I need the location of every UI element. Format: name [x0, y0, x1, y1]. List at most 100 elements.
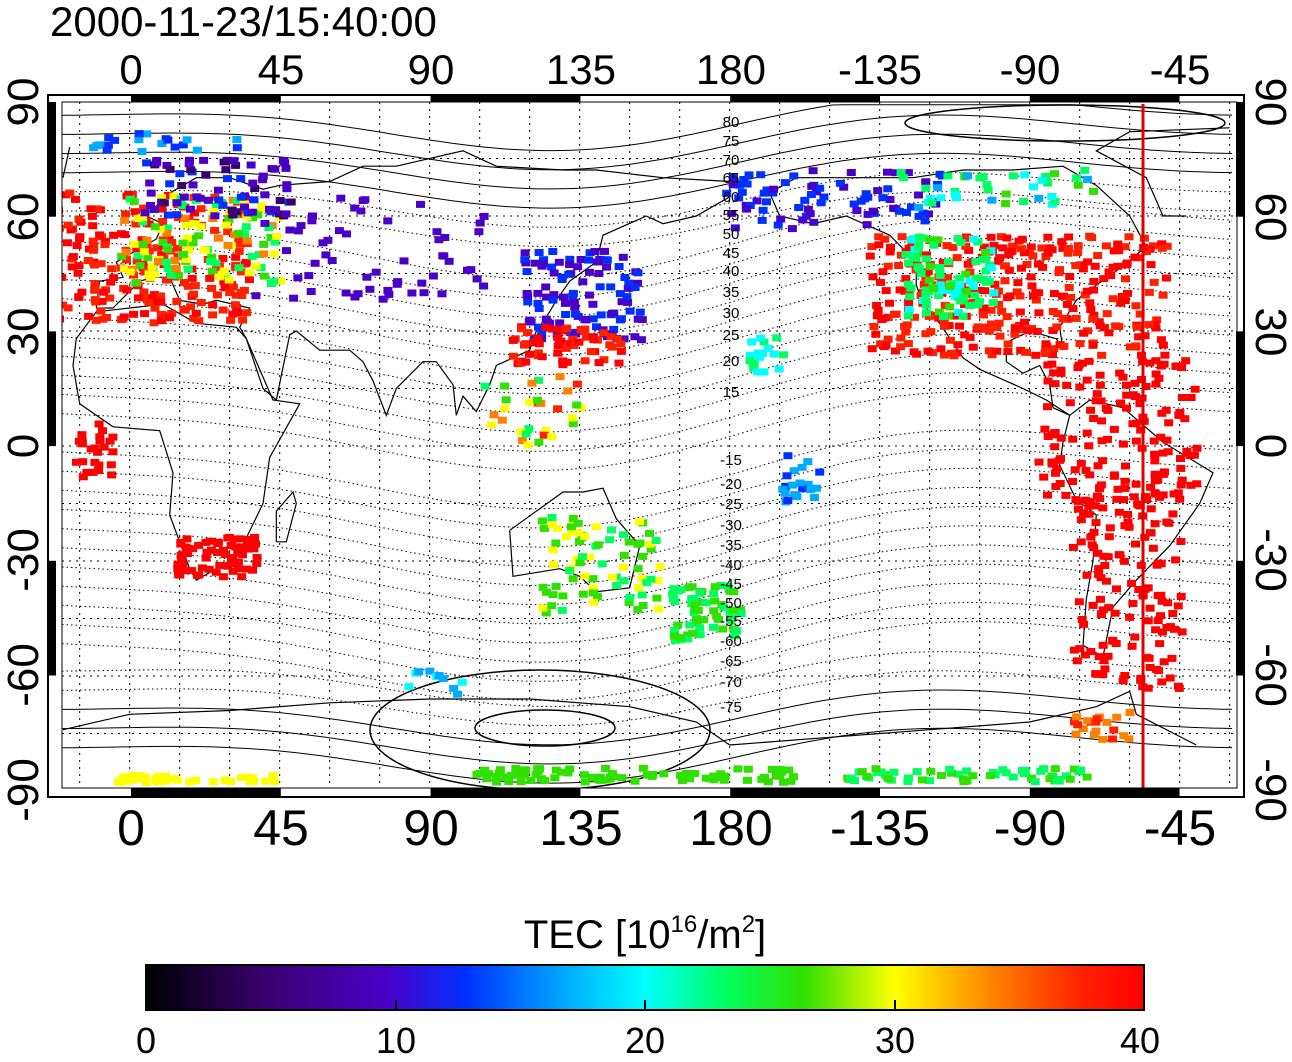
tec-cell: [1049, 369, 1059, 377]
tec-cell: [1131, 540, 1140, 548]
tec-cell: [1128, 600, 1138, 607]
tec-cell: [743, 776, 752, 784]
tec-cell: [963, 172, 973, 180]
tec-cell: [173, 252, 183, 260]
tec-cell: [170, 257, 180, 265]
tec-cell: [508, 352, 518, 360]
tec-cell: [749, 364, 759, 372]
tec-cell: [1053, 310, 1062, 318]
tec-cell: [220, 284, 230, 292]
tec-cell: [507, 772, 517, 779]
tec-cell: [533, 289, 543, 297]
tec-cell: [266, 234, 276, 241]
tec-cell: [935, 170, 945, 178]
tec-cell: [341, 289, 351, 297]
tec-cell: [190, 209, 199, 217]
tec-cell: [135, 262, 145, 270]
tec-cell: [1114, 323, 1124, 330]
tec-cell: [1158, 341, 1168, 349]
tec-cell: [1083, 258, 1093, 266]
tec-cell: [541, 609, 551, 617]
tec-cell: [846, 169, 856, 176]
tec-cell: [806, 191, 816, 198]
contour-label: 65: [723, 170, 740, 187]
tec-cell: [74, 215, 84, 223]
tec-cell: [921, 330, 931, 338]
tec-cell: [142, 130, 152, 138]
tec-cell: [211, 259, 221, 267]
tec-cell: [244, 276, 254, 284]
tec-cell: [214, 234, 224, 242]
tec-cell: [246, 161, 256, 169]
tec-cell: [491, 772, 501, 780]
tec-cell: [926, 767, 936, 775]
tec-cell: [1116, 299, 1126, 307]
tec-cell: [1160, 351, 1170, 359]
tec-cell: [250, 185, 260, 192]
tec-cell: [584, 268, 594, 276]
tec-cell: [183, 265, 193, 273]
tec-cell: [789, 467, 799, 475]
tec-cell: [1156, 560, 1166, 568]
tec-cell: [566, 329, 575, 337]
tec-cell: [1008, 773, 1018, 781]
tec-cell: [1181, 357, 1191, 365]
tec-cell: [240, 230, 250, 238]
tec-cell: [259, 272, 269, 280]
lat-tick-left: -60: [0, 643, 48, 707]
tec-cell: [90, 280, 100, 287]
tec-cell: [227, 206, 237, 214]
tec-cell: [310, 259, 320, 267]
tec-cell: [172, 211, 182, 219]
tec-cell: [565, 255, 575, 263]
tec-cell: [539, 431, 549, 439]
tec-cell: [989, 241, 999, 249]
tec-cell: [968, 772, 978, 780]
tec-cell: [1017, 326, 1027, 333]
tec-cell: [125, 268, 135, 276]
tec-cell: [881, 341, 891, 349]
tec-cell: [1119, 496, 1129, 504]
tec-cell: [1096, 595, 1105, 603]
tec-cell: [500, 382, 510, 390]
tec-cell: [501, 396, 511, 404]
tec-cell: [767, 765, 777, 773]
tec-cell: [789, 773, 798, 781]
tec-cell: [117, 252, 127, 260]
tec-cell: [1074, 598, 1084, 606]
tec-cell: [994, 257, 1004, 265]
contour-label: 40: [723, 263, 740, 280]
tec-cell: [158, 238, 168, 246]
tec-cell: [1079, 329, 1089, 337]
tec-cell: [1096, 611, 1106, 619]
tec-cell: [1163, 599, 1173, 607]
tec-cell: [230, 301, 240, 309]
tec-cell: [73, 269, 83, 277]
tec-cell: [561, 311, 571, 318]
tec-cell: [265, 205, 274, 213]
tec-cell: [1104, 268, 1114, 276]
tec-cell: [1086, 533, 1096, 541]
tec-cell: [633, 605, 643, 613]
tec-cell: [973, 323, 983, 331]
tec-cell: [783, 452, 793, 460]
tec-cell: [256, 264, 266, 271]
frame-tick-bar: [48, 331, 56, 447]
tec-cell: [1091, 718, 1101, 726]
contour-ellipse-north: [904, 104, 1226, 142]
tec-cell: [183, 247, 193, 255]
tec-cell: [584, 256, 593, 264]
lon-tick-top: 180: [696, 46, 766, 93]
tec-cell: [876, 768, 886, 776]
tec-cell: [521, 358, 531, 366]
tec-cell: [258, 172, 268, 180]
tec-cell: [1169, 625, 1179, 633]
tec-cell: [1169, 490, 1179, 498]
tec-cell: [525, 350, 534, 358]
tec-cell: [289, 294, 299, 302]
contour-line: [62, 257, 1233, 337]
tec-cell: [588, 315, 598, 323]
tec-cell: [1076, 459, 1086, 467]
contour-line: [62, 506, 1233, 586]
